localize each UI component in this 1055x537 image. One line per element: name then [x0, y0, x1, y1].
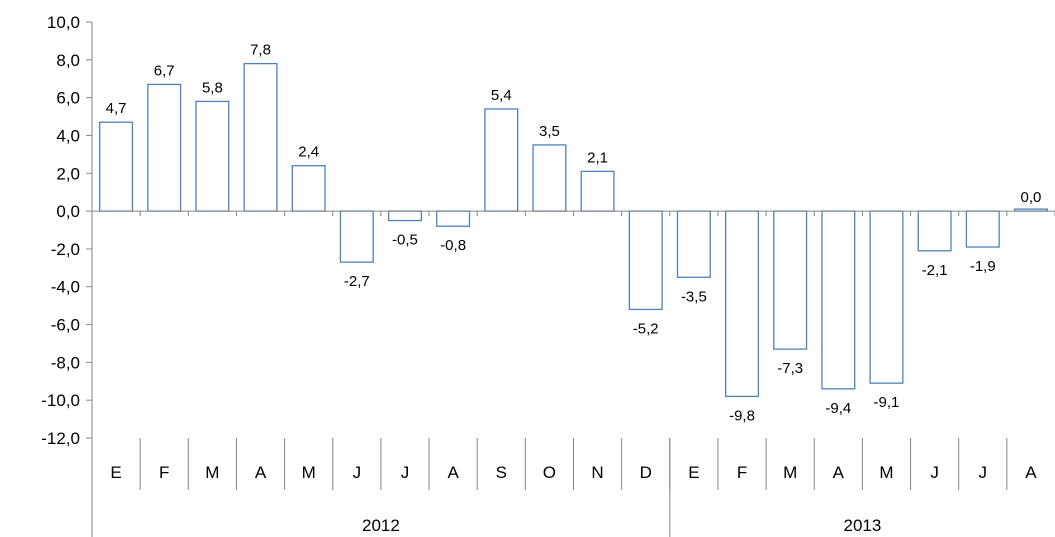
- y-tick-label: 8,0: [56, 51, 80, 70]
- data-label: 6,7: [154, 62, 175, 79]
- y-tick-label: -12,0: [41, 429, 80, 448]
- x-tick-label: J: [401, 463, 410, 482]
- x-tick-label: M: [302, 463, 316, 482]
- y-tick-label: -8,0: [51, 353, 80, 372]
- x-tick-label: A: [447, 463, 459, 482]
- data-label: -0,5: [392, 232, 418, 249]
- bar: [965, 210, 1000, 248]
- x-tick-label: J: [930, 463, 939, 482]
- x-tick-label: A: [833, 463, 845, 482]
- y-tick-label: 4,0: [56, 126, 80, 145]
- bar: [147, 83, 182, 212]
- data-label: 3,5: [539, 123, 560, 140]
- data-label: -5,2: [633, 320, 659, 337]
- x-tick-label: O: [543, 463, 556, 482]
- bar: [628, 210, 663, 311]
- y-tick-label: 6,0: [56, 89, 80, 108]
- bar: [99, 121, 134, 212]
- y-tick-label: 0,0: [56, 202, 80, 221]
- data-label: -3,5: [681, 288, 707, 305]
- data-label: 2,4: [298, 144, 319, 161]
- data-label: -9,4: [825, 400, 851, 417]
- x-tick-label: J: [979, 463, 988, 482]
- x-tick-label: S: [496, 463, 507, 482]
- x-tick-label: M: [205, 463, 219, 482]
- x-tick-label: M: [783, 463, 797, 482]
- data-label: -9,8: [729, 407, 755, 424]
- year-group-label: 2012: [362, 516, 400, 535]
- x-tick-label: F: [737, 463, 747, 482]
- bar: [484, 108, 519, 212]
- bar: [339, 210, 374, 263]
- x-tick-label: A: [1025, 463, 1037, 482]
- data-label: 2,1: [587, 149, 608, 166]
- x-tick-label: M: [879, 463, 893, 482]
- data-label: 7,8: [250, 42, 271, 59]
- bar: [195, 100, 230, 212]
- bar: [580, 170, 615, 212]
- bar: [532, 144, 567, 212]
- data-label: 5,4: [491, 87, 512, 104]
- data-label: -7,3: [777, 360, 803, 377]
- bar: [821, 210, 856, 390]
- x-tick-label: A: [255, 463, 267, 482]
- x-tick-label: E: [688, 463, 699, 482]
- data-label: -9,1: [874, 394, 900, 411]
- bar: [436, 210, 471, 227]
- y-tick-label: -4,0: [51, 278, 80, 297]
- data-label: -1,9: [970, 258, 996, 275]
- data-label: 5,8: [202, 79, 223, 96]
- y-tick-label: 2,0: [56, 164, 80, 183]
- bar: [291, 165, 326, 212]
- bar: [725, 210, 760, 398]
- y-tick-label: -6,0: [51, 316, 80, 335]
- bar: [773, 210, 808, 350]
- bar: [917, 210, 952, 252]
- y-tick-label: -10,0: [41, 391, 80, 410]
- y-tick-label: 10,0: [47, 13, 80, 32]
- bar: [243, 62, 278, 212]
- x-tick-label: F: [159, 463, 169, 482]
- data-label: -2,7: [344, 273, 370, 290]
- year-group-label: 2013: [843, 516, 881, 535]
- data-label: 4,7: [106, 100, 127, 117]
- x-tick-label: N: [591, 463, 603, 482]
- bar: [387, 210, 422, 222]
- bar: [869, 210, 904, 384]
- data-label: 0,0: [1020, 189, 1041, 206]
- x-tick-label: E: [110, 463, 121, 482]
- bar: [676, 210, 711, 278]
- data-label: -2,1: [922, 262, 948, 279]
- x-tick-label: J: [353, 463, 362, 482]
- data-label: -0,8: [440, 237, 466, 254]
- x-tick-label: D: [640, 463, 652, 482]
- y-tick-label: -2,0: [51, 240, 80, 259]
